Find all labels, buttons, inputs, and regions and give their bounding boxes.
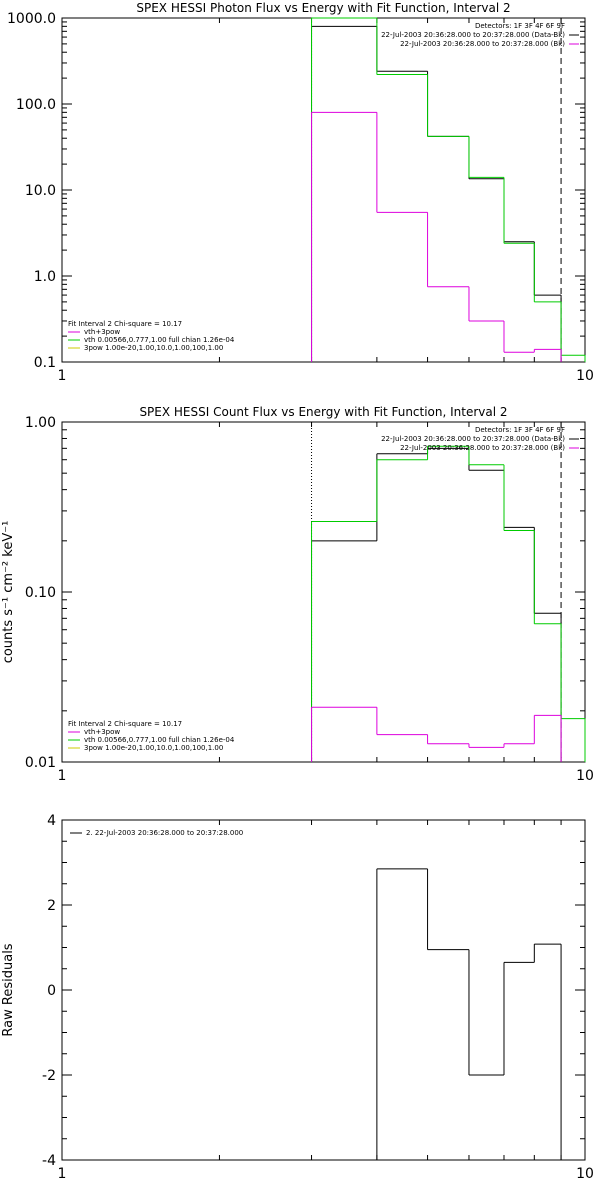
- y-tick-label: -4: [42, 1153, 56, 1169]
- chart-title: SPEX HESSI Count Flux vs Energy with Fit…: [139, 405, 507, 419]
- x-axis: 1 10: [58, 422, 594, 784]
- info-line: 22-Jul-2003 20:36:28.000 to 20:37:28.000…: [400, 444, 565, 452]
- legend: 2. 22-Jul-2003 20:36:28.000 to 20:37:28.…: [70, 829, 243, 837]
- series-2: [311, 445, 586, 762]
- x-tick-label: 1: [58, 768, 67, 784]
- legend-label: vth 0.00566,0.777,1.00 full chian 1.26e-…: [84, 336, 235, 344]
- y-axis: 0.1 1.0 10.0 100.0 1000.0: [7, 11, 585, 371]
- y-tick-label: 0.10: [25, 585, 56, 601]
- legend: Fit Interval 2 Chi-square = 10.17vth+3po…: [68, 320, 235, 352]
- y-tick-label: 100.0: [16, 97, 56, 113]
- info-line: 22-Jul-2003 20:36:28.000 to 20:37:28.000…: [381, 435, 565, 443]
- legend-label: 3pow 1.00e-20,1.00,10.0,1.00,100,1.00: [84, 344, 223, 352]
- legend-header: Fit Interval 2 Chi-square = 10.17: [68, 720, 182, 728]
- info-line: Detectors: 1F 3F 4F 6F 9F: [475, 22, 565, 30]
- chart-1: SPEX HESSI Photon Flux vs Energy with Fi…: [7, 1, 594, 384]
- chart-2: SPEX HESSI Count Flux vs Energy with Fit…: [1, 405, 594, 784]
- y-tick-label: 1.0: [34, 269, 56, 285]
- chart-3: 1 10 -4 -2 0 2 4 Raw Residuals 2. 22-Jul-2003 20…: [1, 813, 594, 1182]
- y-tick-label: 0.01: [25, 755, 56, 771]
- legend-label: vth 0.00566,0.777,1.00 full chian 1.26e-…: [84, 736, 235, 744]
- y-tick-label: 10.0: [25, 183, 56, 199]
- x-tick-label: 10: [576, 1166, 594, 1182]
- series-3: [311, 706, 562, 762]
- legend-label: vth+3pow: [84, 728, 120, 736]
- legend-label: 3pow 1.00e-20,1.00,10.0,1.00,100,1.00: [84, 744, 223, 752]
- x-axis: 1 10: [58, 18, 594, 384]
- series-1: [311, 25, 562, 362]
- y-tick-label: -2: [42, 1068, 56, 1084]
- legend: Fit Interval 2 Chi-square = 10.17vth+3po…: [68, 720, 235, 752]
- x-axis: 1 10: [58, 820, 594, 1182]
- legend-label: vth+3pow: [84, 328, 120, 336]
- plot-frame: [61, 421, 586, 763]
- series-2: [311, 17, 586, 362]
- y-tick-label: 4: [47, 813, 56, 829]
- series-1: [311, 447, 562, 762]
- y-tick-label: 1.00: [25, 415, 56, 431]
- series-1: [376, 868, 562, 1160]
- plot-frame: [61, 819, 586, 1161]
- x-tick-label: 10: [576, 768, 594, 784]
- y-axis-label: counts s⁻¹ cm⁻² keV⁻¹: [1, 521, 16, 664]
- legend-header: Fit Interval 2 Chi-square = 10.17: [68, 320, 182, 328]
- info-line: 22-Jul-2003 20:36:28.000 to 20:37:28.000…: [381, 31, 565, 39]
- info-line: 22-Jul-2003 20:36:28.000 to 20:37:28.000…: [400, 40, 565, 48]
- y-axis: 0.01 0.10 1.00: [25, 415, 585, 771]
- y-axis-label: Raw Residuals: [1, 943, 16, 1036]
- plot-frame: [61, 17, 586, 363]
- y-tick-label: 2: [47, 898, 56, 914]
- series-3: [311, 111, 562, 362]
- y-tick-label: 1000.0: [7, 11, 56, 27]
- x-tick-label: 10: [576, 368, 594, 384]
- legend-label: 2. 22-Jul-2003 20:36:28.000 to 20:37:28.…: [86, 829, 243, 837]
- x-tick-label: 1: [58, 1166, 67, 1182]
- y-axis: -4 -2 0 2 4: [42, 813, 585, 1169]
- y-tick-label: 0: [47, 983, 56, 999]
- y-tick-label: 0.1: [34, 355, 56, 371]
- info-line: Detectors: 1F 3F 4F 6F 9F: [475, 426, 565, 434]
- chart-title: SPEX HESSI Photon Flux vs Energy with Fi…: [136, 1, 510, 15]
- x-tick-label: 1: [58, 368, 67, 384]
